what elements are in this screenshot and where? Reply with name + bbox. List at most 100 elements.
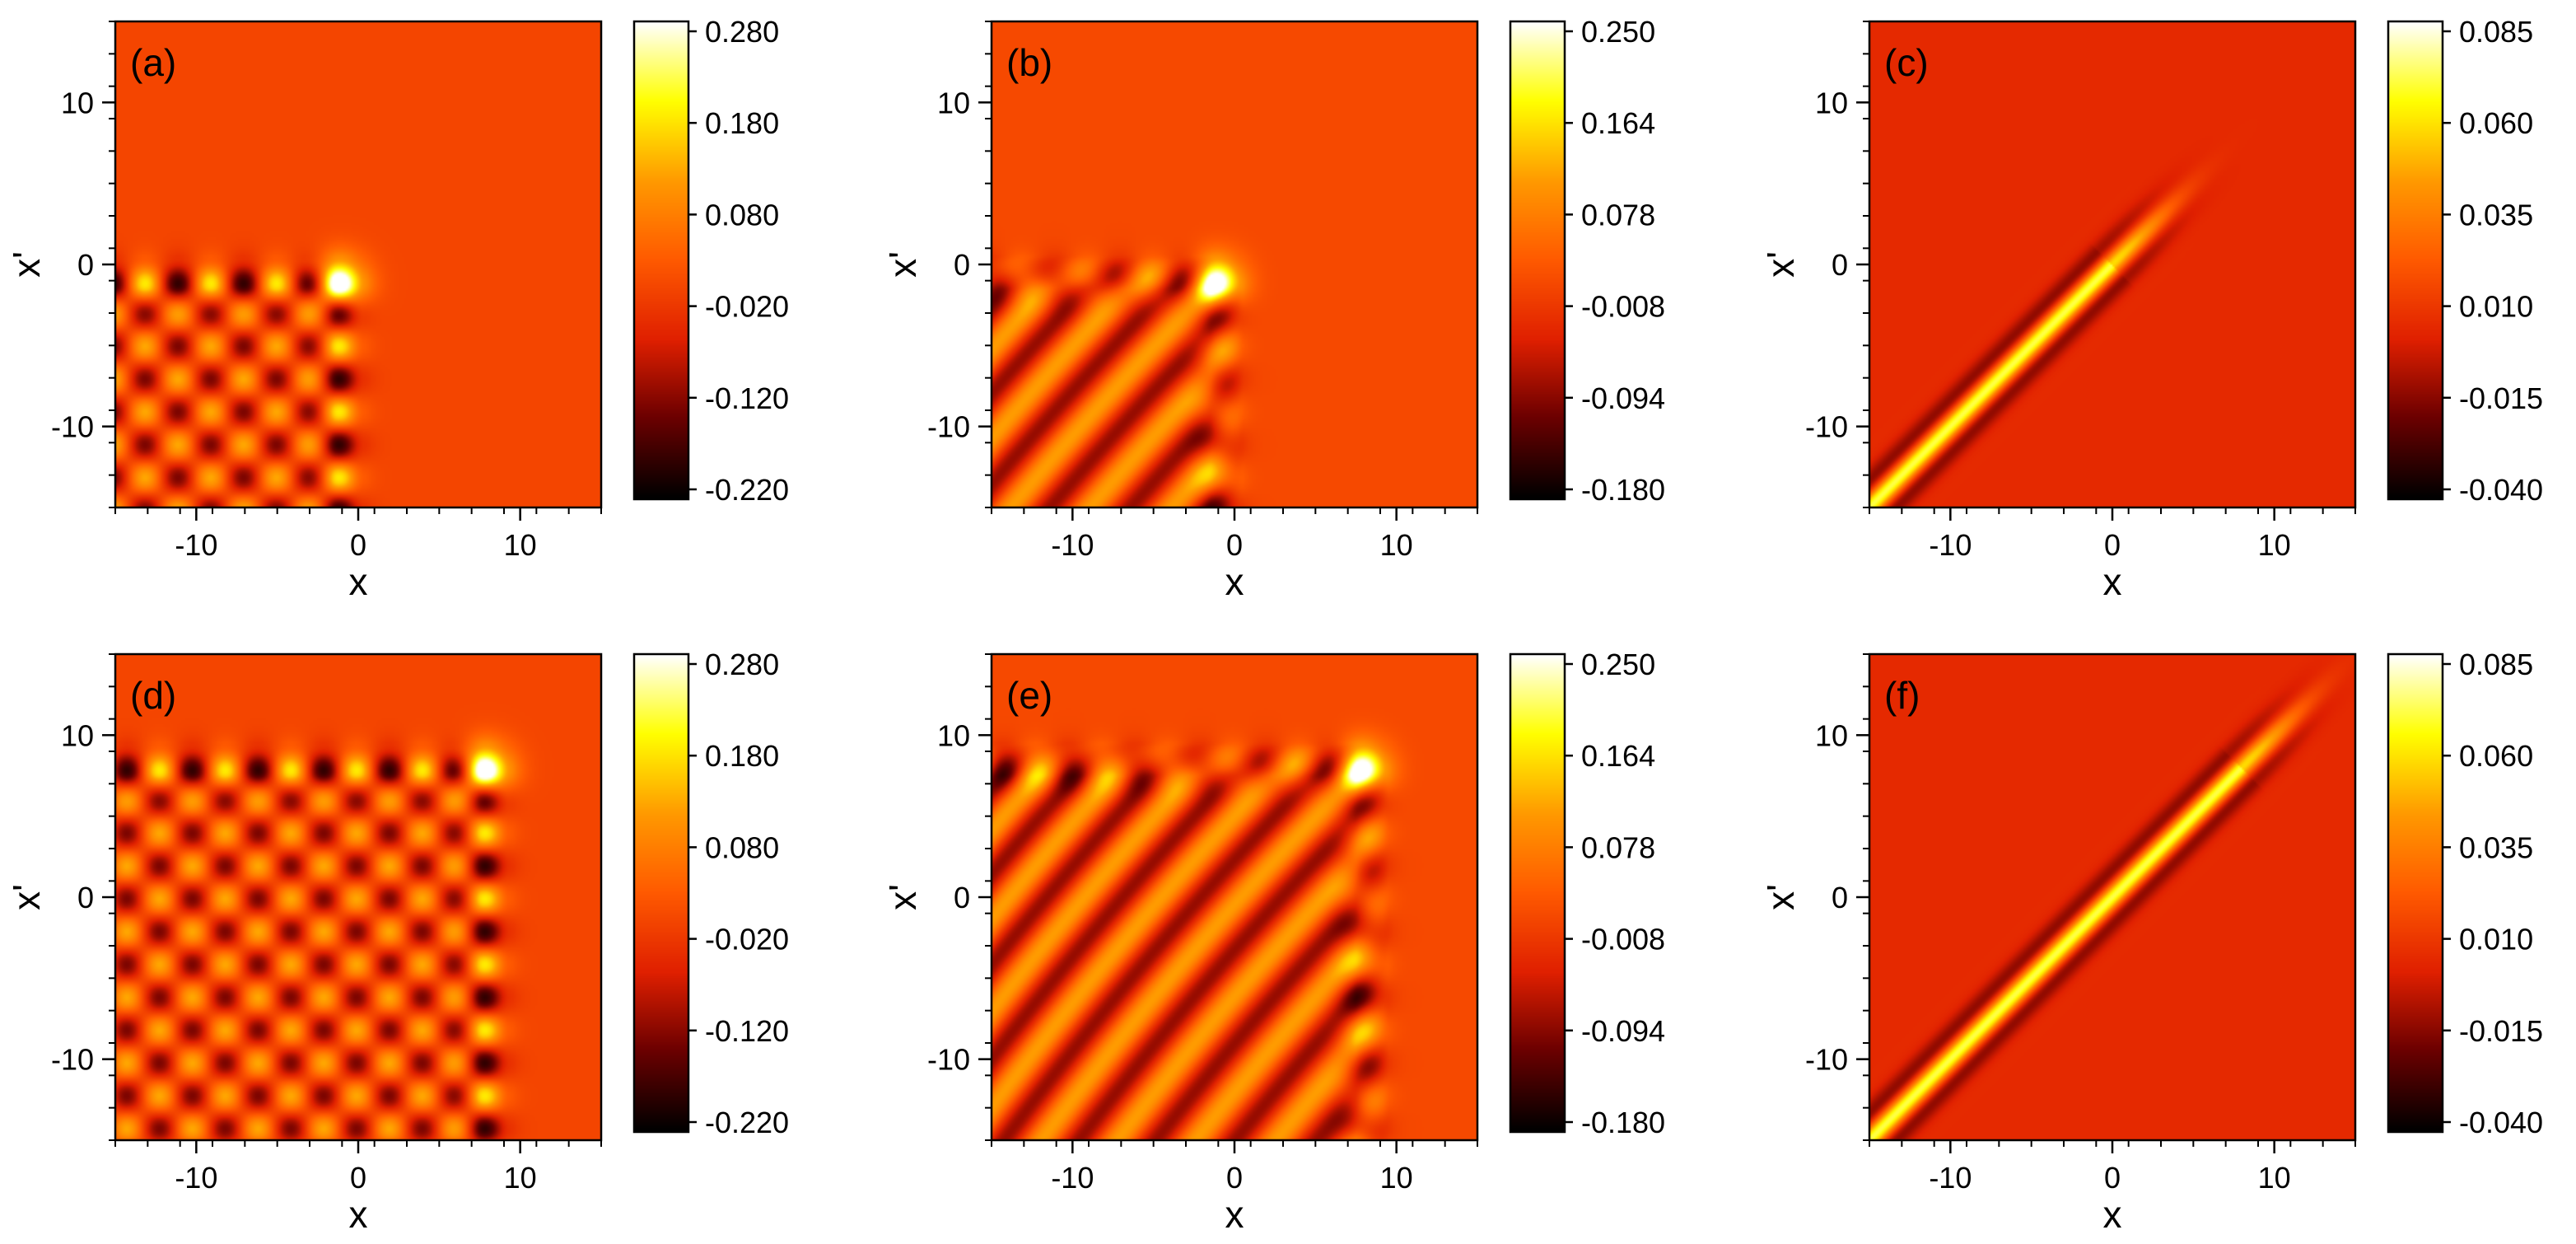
x-axis-title: x	[2103, 1193, 2122, 1236]
y-axis-title: x'	[1759, 884, 1802, 910]
colorbar-tick-label: 0.078	[1581, 198, 1655, 231]
colorbar-tick-label: 0.180	[705, 106, 779, 140]
panel-label: (d)	[130, 674, 176, 717]
colorbar-tick-label: -0.020	[705, 923, 789, 956]
colorbar	[634, 21, 688, 499]
colorbar-tick-label: 0.060	[2459, 739, 2533, 773]
colorbar	[1510, 21, 1565, 499]
y-tick-label: 10	[1815, 718, 1848, 752]
panel-e: -10 0 10 -10 0 10 x x' (e) 0.250 0.164 0.078 -0.008 -…	[881, 648, 1665, 1236]
panel-label: (f)	[1884, 674, 1920, 717]
colorbar	[634, 654, 688, 1132]
y-tick-label: 10	[61, 86, 94, 119]
y-axis-title: x'	[881, 251, 924, 278]
y-tick-label: -10	[927, 1043, 970, 1077]
x-tick-label: 10	[2258, 528, 2291, 562]
x-axis-title: x	[1225, 560, 1244, 603]
colorbar-tick-label: 0.164	[1581, 739, 1655, 773]
colorbar-tick-label: -0.040	[2459, 1106, 2543, 1139]
x-tick-label: -10	[1929, 1161, 1972, 1195]
y-axis-title: x'	[5, 251, 48, 278]
colorbar-tick-label: -0.220	[705, 473, 789, 507]
x-tick-label: 0	[1226, 1161, 1243, 1195]
y-tick-label: 0	[77, 881, 94, 914]
x-tick-label: -10	[1929, 528, 1972, 562]
colorbar-tick-label: -0.008	[1581, 290, 1665, 324]
colorbar-tick-label: -0.120	[705, 381, 789, 415]
colorbar-frame	[632, 652, 690, 1134]
x-tick-label: 0	[350, 528, 366, 562]
colorbar-tick-label: -0.008	[1581, 923, 1665, 956]
colorbar-tick-label: 0.250	[1581, 15, 1655, 49]
x-axis-title: x	[1225, 1193, 1244, 1236]
colorbar-tick-label: 0.164	[1581, 106, 1655, 140]
colorbar-tick-label: 0.085	[2459, 648, 2533, 681]
panel-b: -10 0 10 -10 0 10 x x' (b) 0.250 0.164 0.078 -0.008 -…	[881, 15, 1665, 603]
heatmap	[115, 654, 601, 1140]
colorbar-tick-label: 0.035	[2459, 830, 2533, 864]
y-tick-label: 10	[937, 86, 970, 119]
panel-label: (a)	[130, 41, 176, 84]
x-tick-label: 0	[2104, 1161, 2121, 1195]
y-tick-label: 0	[77, 248, 94, 282]
colorbar-tick-label: 0.010	[2459, 923, 2533, 956]
y-tick-label: -10	[51, 410, 94, 444]
y-tick-label: 10	[937, 718, 970, 752]
heatmap	[992, 21, 1477, 507]
x-tick-label: -10	[1051, 1161, 1094, 1195]
colorbar-tick-label: -0.220	[705, 1106, 789, 1139]
panel-a: -10 0 10 -10 0 10 x x' (a) 0.280 0.180 0.080 -0.020 -…	[5, 15, 789, 603]
colorbar	[2388, 654, 2443, 1132]
colorbar-tick-label: -0.015	[2459, 1014, 2543, 1048]
colorbar-tick-label: 0.010	[2459, 290, 2533, 324]
colorbar-tick-label: -0.015	[2459, 381, 2543, 415]
colorbar-tick-label: -0.020	[705, 290, 789, 324]
heatmap	[1869, 654, 2355, 1140]
x-tick-label: 10	[2258, 1161, 2291, 1195]
colorbar-tick-label: 0.280	[705, 648, 779, 681]
y-tick-label: 10	[1815, 86, 1848, 119]
panel-d: -10 0 10 -10 0 10 x x' (d) 0.280 0.180 0.080 -0.020 -…	[5, 648, 789, 1236]
x-tick-label: -10	[175, 1161, 217, 1195]
panel-c: -10 0 10 -10 0 10 x x' (c) 0.085 0.060 0.035 0.010 -0…	[1759, 15, 2543, 603]
x-axis-title: x	[349, 1193, 368, 1236]
y-tick-label: 0	[1832, 881, 1848, 914]
colorbar-tick-label: 0.280	[705, 15, 779, 49]
colorbar-tick-label: -0.094	[1581, 1014, 1665, 1048]
colorbar	[2388, 21, 2443, 499]
colorbar-tick-label: 0.078	[1581, 830, 1655, 864]
y-tick-label: 0	[954, 881, 970, 914]
heatmap	[115, 21, 601, 507]
x-tick-label: 0	[1226, 528, 1243, 562]
colorbar-frame	[2387, 652, 2444, 1134]
heatmap	[1869, 21, 2355, 507]
colorbar-tick-label: 0.180	[705, 739, 779, 773]
heatmap	[992, 654, 1477, 1140]
colorbar-tick-label: -0.180	[1581, 1106, 1665, 1139]
colorbar-tick-label: -0.120	[705, 1014, 789, 1048]
colorbar-tick-label: -0.180	[1581, 473, 1665, 507]
x-tick-label: -10	[175, 528, 217, 562]
panel-f: -10 0 10 -10 0 10 x x' (f) 0.085 0.060 0.035 0.010 -0…	[1759, 648, 2543, 1236]
x-tick-label: 10	[504, 528, 537, 562]
colorbar-tick-label: 0.080	[705, 830, 779, 864]
panel-label: (b)	[1006, 41, 1052, 84]
colorbar-tick-label: -0.040	[2459, 473, 2543, 507]
y-tick-label: 0	[1832, 248, 1848, 282]
y-tick-label: -10	[1805, 410, 1848, 444]
x-tick-label: 0	[2104, 528, 2121, 562]
y-tick-label: -10	[51, 1043, 94, 1077]
x-tick-label: -10	[1051, 528, 1094, 562]
colorbar-tick-label: 0.085	[2459, 15, 2533, 49]
panel-label: (c)	[1884, 41, 1929, 84]
colorbar-tick-label: 0.080	[705, 198, 779, 231]
x-axis-title: x	[349, 560, 368, 603]
y-tick-label: -10	[927, 410, 970, 444]
colorbar	[1510, 654, 1565, 1132]
x-tick-label: 0	[350, 1161, 366, 1195]
x-axis-title: x	[2103, 560, 2122, 603]
panel-label: (e)	[1006, 674, 1052, 717]
y-tick-label: 0	[954, 248, 970, 282]
colorbar-frame	[632, 20, 690, 501]
